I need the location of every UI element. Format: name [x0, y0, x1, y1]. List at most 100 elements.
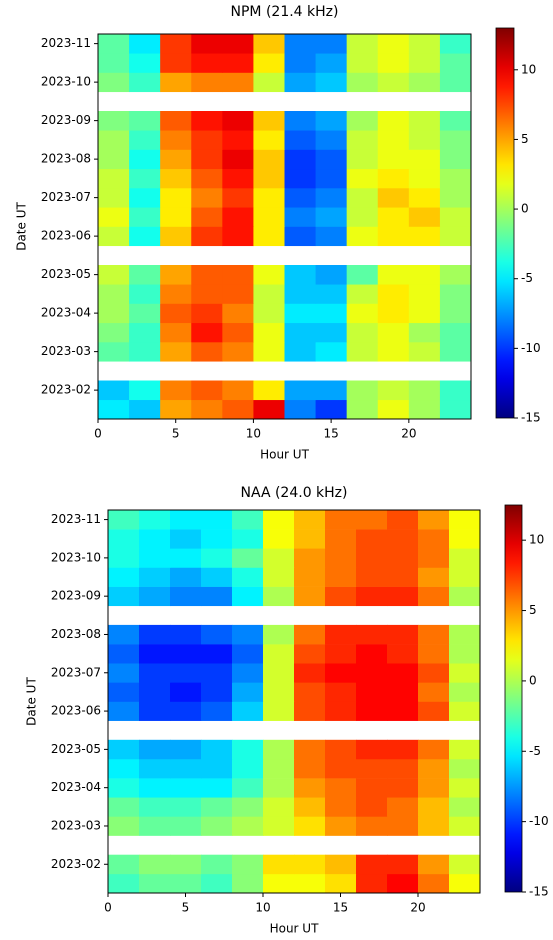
heat-cell [284, 207, 317, 227]
heat-cell [98, 207, 130, 227]
heat-cell [408, 168, 441, 189]
heat-cell [160, 149, 192, 170]
heat-cell [377, 342, 410, 362]
heat-cell [222, 130, 254, 150]
y-tick-label: 2023-07 [41, 190, 91, 204]
heat-cell [408, 399, 441, 420]
heat-cell [356, 663, 388, 683]
heat-cell [129, 168, 161, 189]
heat-cell [129, 72, 161, 93]
heat-cell [356, 548, 388, 568]
heat-cell [253, 53, 285, 73]
heat-cell [170, 567, 202, 587]
heat-cell [315, 188, 348, 208]
heat-cell [325, 701, 357, 721]
heat-cell [377, 380, 410, 401]
heat-cell [201, 644, 233, 664]
heat-cell [325, 644, 357, 664]
heat-cell [449, 644, 481, 664]
heat-cell [408, 111, 441, 131]
heat-cell [253, 188, 285, 208]
heat-cell [418, 758, 450, 779]
heat-cell [253, 342, 285, 362]
heat-cell [439, 342, 472, 362]
heat-cell [232, 567, 264, 587]
heat-cell [191, 303, 223, 324]
heat-cell [439, 168, 472, 189]
heat-cell [253, 207, 285, 227]
heat-cell [253, 72, 285, 93]
heat-cell [191, 53, 223, 73]
heat-cell [222, 207, 254, 227]
heat-cell [377, 303, 410, 324]
heat-cell [377, 111, 410, 131]
heat-cell [418, 816, 450, 836]
heat-cell [346, 168, 379, 189]
heat-cell [129, 34, 161, 54]
heat-cell [160, 380, 192, 401]
chart-panel: NAA (24.0 kHz) 0 5 10 15 20 2023-02 2023-03 2023… [25, 485, 549, 936]
heat-cell [449, 816, 481, 836]
heat-cell [346, 72, 379, 93]
heat-cell [325, 567, 357, 587]
heat-cell [356, 816, 388, 836]
heat-cell [222, 111, 254, 131]
heat-cell [346, 34, 379, 54]
heat-cell [232, 739, 264, 760]
heat-cell [439, 399, 472, 420]
heat-cell [346, 265, 379, 285]
y-tick-label: 2023-07 [51, 665, 101, 679]
heat-cell [439, 207, 472, 227]
heat-cell [222, 149, 254, 170]
heat-cell [408, 342, 441, 362]
heat-cell [418, 529, 450, 549]
heat-cell [408, 265, 441, 285]
heat-cell [315, 303, 348, 324]
heat-cell [263, 797, 295, 817]
heat-cell [98, 322, 130, 343]
colorbar-tick-label: 0 [529, 673, 537, 687]
heat-cell [253, 322, 285, 343]
heat-cell [170, 701, 202, 721]
heat-cell [325, 586, 357, 607]
heat-cell [387, 739, 419, 760]
heat-cell [253, 303, 285, 324]
heat-cell [191, 322, 223, 343]
heat-cell [449, 586, 481, 607]
heat-cell [170, 548, 202, 568]
heat-cell [129, 226, 161, 247]
heat-cell [98, 72, 130, 93]
heat-cell [294, 644, 326, 664]
heat-cell [315, 342, 348, 362]
heat-cell [201, 663, 233, 683]
heat-cell [160, 188, 192, 208]
heat-cell [387, 816, 419, 836]
y-tick-label: 2023-06 [51, 704, 101, 718]
heat-cell [222, 342, 254, 362]
heat-cell [439, 380, 472, 401]
heat-cell [191, 168, 223, 189]
heat-cell [449, 567, 481, 587]
y-tick-label: 2023-05 [51, 742, 101, 756]
heat-cell [356, 797, 388, 817]
heat-cell [356, 778, 388, 798]
heat-cell [284, 188, 317, 208]
heat-cell [449, 682, 481, 702]
heat-cell [222, 72, 254, 93]
heat-cell [139, 510, 171, 530]
heat-cell [98, 226, 130, 247]
heat-cell [418, 644, 450, 664]
heat-cell [222, 380, 254, 401]
heat-cell [139, 663, 171, 683]
heat-cell [449, 873, 481, 894]
heat-cell [191, 265, 223, 285]
heat-cell [232, 663, 264, 683]
heat-cell [418, 682, 450, 702]
heat-cell [408, 380, 441, 401]
heat-cell [263, 510, 295, 530]
colorbar-tick-label: -5 [521, 271, 533, 285]
heat-cell [408, 226, 441, 247]
heat-cell [284, 149, 317, 170]
heat-cell [418, 548, 450, 568]
